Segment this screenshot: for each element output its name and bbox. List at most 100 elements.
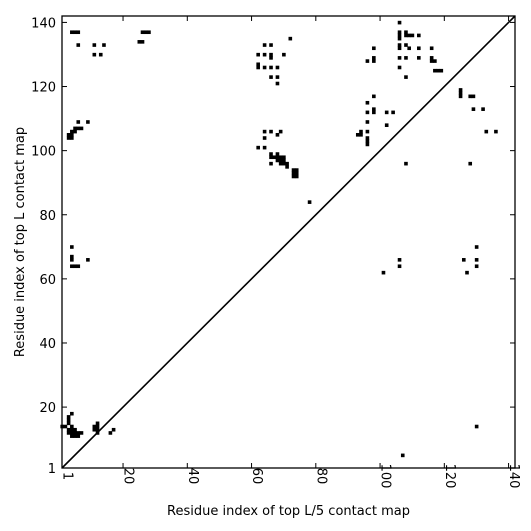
contact-point	[70, 424, 74, 429]
contact-point	[79, 126, 84, 131]
contact-point	[73, 264, 77, 269]
contact-point	[272, 155, 277, 160]
contact-point	[140, 30, 145, 35]
contact-point	[404, 75, 408, 79]
contact-point	[76, 126, 81, 131]
contact-point	[66, 136, 71, 140]
contact-point	[359, 129, 363, 134]
contact-point	[484, 129, 489, 134]
contact-point	[294, 174, 299, 179]
x-tick-label: 1	[60, 472, 75, 480]
contact-point	[291, 168, 296, 172]
contact-point	[397, 33, 402, 38]
contact-point	[407, 46, 411, 51]
contact-point	[397, 36, 402, 41]
contact-point	[404, 56, 408, 60]
contact-point	[76, 264, 81, 269]
plot-frame	[61, 15, 516, 469]
contact-point	[291, 174, 296, 179]
y-axis-label: Residue index of top L contact map	[13, 127, 28, 357]
contact-point	[417, 33, 421, 38]
x-tick-label: 40	[185, 468, 200, 485]
contact-point	[262, 52, 267, 57]
contact-point	[269, 161, 273, 166]
contact-point	[98, 52, 103, 57]
contact-point	[278, 155, 283, 160]
contact-point	[397, 264, 402, 269]
contact-point	[471, 107, 476, 111]
contact-point	[465, 270, 469, 275]
contact-point	[282, 52, 286, 57]
y-tick-label: 80	[39, 209, 56, 224]
contact-point	[73, 126, 77, 131]
contact-point	[76, 30, 81, 35]
x-tick-label: 140	[506, 464, 521, 489]
contact-point	[70, 431, 74, 435]
contact-point	[404, 30, 408, 35]
contact-point	[70, 264, 74, 269]
contact-point	[66, 418, 71, 422]
contact-point	[404, 43, 408, 47]
contact-point	[429, 56, 434, 60]
contact-point	[278, 158, 283, 163]
contact-point	[397, 56, 402, 60]
contact-point	[269, 155, 273, 160]
contact-point	[474, 245, 479, 249]
contact-point	[269, 129, 273, 134]
contact-point	[275, 158, 280, 163]
contact-point	[70, 254, 74, 259]
contact-point	[63, 424, 68, 429]
contact-point	[92, 424, 97, 429]
x-axis-ticks: 1 20 40 60 80 100 120 140	[60, 16, 521, 489]
contact-point	[282, 161, 286, 166]
contact-point	[73, 30, 77, 35]
x-axis-label: Residue index of top L/5 contact map	[167, 504, 410, 519]
contact-point	[372, 59, 376, 63]
contact-point	[275, 133, 280, 137]
contact-point	[410, 33, 415, 38]
contact-point	[86, 258, 90, 262]
contact-point	[76, 120, 81, 124]
contact-point	[70, 245, 74, 249]
contact-point	[291, 171, 296, 176]
contact-point	[70, 133, 74, 137]
contact-point	[66, 415, 71, 419]
contact-point	[381, 270, 386, 275]
contact-point	[140, 40, 145, 44]
contact-point	[70, 427, 74, 432]
contact-point	[288, 36, 293, 41]
contact-point	[365, 136, 370, 140]
contact-point	[397, 65, 402, 70]
contact-point	[256, 62, 260, 67]
contact-point	[70, 258, 74, 262]
contact-point	[66, 431, 71, 435]
contact-point	[474, 258, 479, 262]
contact-point	[372, 56, 376, 60]
contact-point	[275, 155, 280, 160]
contact-point	[436, 68, 440, 73]
contact-point	[275, 152, 280, 156]
contact-point	[458, 94, 463, 99]
contact-point	[481, 107, 485, 111]
contact-point	[95, 421, 100, 426]
contact-point	[70, 30, 74, 35]
contact-point	[66, 427, 71, 432]
x-tick-label: 100	[378, 464, 393, 489]
contact-point	[262, 145, 267, 150]
y-tick-label: 1	[48, 462, 56, 477]
contact-point	[73, 427, 77, 432]
contact-point	[262, 129, 267, 134]
contact-point	[391, 110, 395, 115]
contact-point	[278, 161, 283, 166]
contact-point	[429, 46, 434, 51]
contact-point	[471, 94, 476, 99]
contact-point	[433, 68, 437, 73]
contact-point	[92, 427, 97, 432]
contact-point	[269, 152, 273, 156]
contact-point	[86, 120, 90, 124]
contact-point	[275, 65, 280, 70]
diagonal-line	[61, 15, 516, 469]
x-tick-label: 60	[249, 468, 264, 485]
contact-point	[365, 129, 370, 134]
contact-point	[269, 56, 273, 60]
